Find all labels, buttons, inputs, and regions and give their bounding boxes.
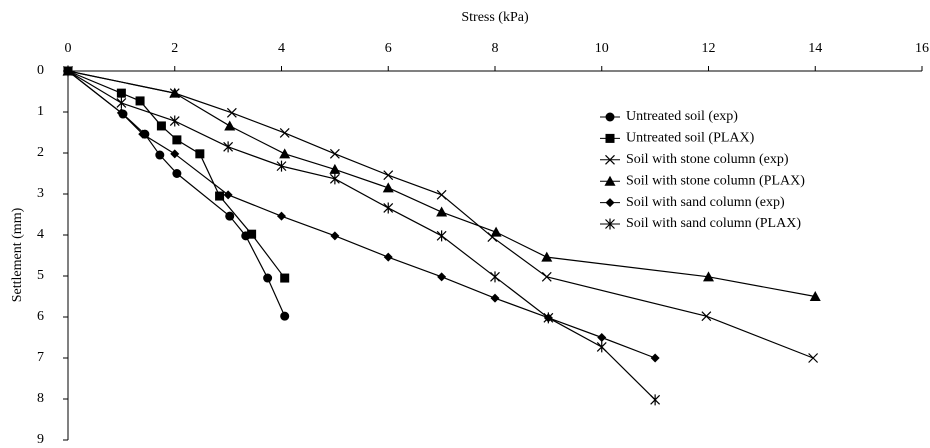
legend-label: Soil with sand column (exp): [626, 195, 785, 210]
x-tick-label: 12: [702, 41, 716, 56]
x-tick-label: 0: [65, 41, 72, 56]
x-tick-label: 4: [278, 41, 285, 56]
marker: [597, 333, 607, 342]
marker: [116, 88, 126, 98]
marker: [195, 149, 205, 159]
marker: [329, 163, 341, 174]
y-tick-label: 0: [37, 63, 44, 78]
marker: [169, 115, 180, 127]
series-line: [67, 70, 286, 317]
marker: [436, 206, 448, 217]
marker: [329, 148, 340, 159]
x-tick-label: 16: [915, 41, 929, 56]
y-tick-label: 6: [37, 309, 44, 324]
marker: [436, 189, 447, 200]
marker: [650, 394, 661, 406]
marker: [383, 202, 394, 214]
y-tick-label: 5: [37, 268, 44, 283]
marker: [116, 108, 126, 118]
marker: [170, 149, 180, 159]
marker: [169, 87, 181, 98]
marker: [156, 121, 166, 131]
x-tick-label: 14: [808, 41, 822, 56]
y-tick-label: 1: [37, 104, 44, 119]
marker: [650, 353, 660, 363]
marker: [605, 198, 615, 208]
marker: [436, 230, 447, 242]
marker: [138, 129, 148, 139]
marker: [437, 272, 447, 282]
legend-label: Untreated soil (PLAX): [626, 131, 755, 146]
marker: [215, 191, 225, 201]
marker: [223, 141, 234, 153]
marker: [226, 107, 237, 118]
marker: [279, 127, 290, 138]
x-tick-label: 6: [385, 41, 392, 56]
marker: [383, 170, 394, 181]
marker: [809, 291, 821, 301]
x-tick-label: 8: [492, 41, 499, 56]
marker: [541, 271, 552, 282]
marker: [382, 182, 394, 193]
marker: [224, 120, 236, 131]
x-tick-label: 2: [171, 41, 178, 56]
legend-label: Soil with sand column (PLAX): [626, 216, 801, 231]
marker: [280, 273, 290, 283]
marker: [605, 218, 615, 230]
marker: [225, 211, 235, 221]
x-axis-label: Stress (kPa): [461, 10, 529, 25]
marker: [808, 353, 819, 363]
marker: [329, 173, 340, 185]
x-tick-label: 10: [595, 41, 609, 56]
y-tick-label: 9: [37, 432, 44, 447]
y-tick-label: 2: [37, 145, 44, 160]
marker: [605, 154, 615, 165]
y-tick-label: 3: [37, 186, 44, 201]
marker: [605, 112, 615, 122]
marker: [604, 175, 616, 186]
y-tick-label: 4: [37, 227, 44, 242]
marker: [490, 293, 500, 303]
legend-label: Untreated soil (exp): [626, 109, 738, 124]
marker: [277, 211, 286, 221]
marker: [276, 160, 287, 172]
y-tick-label: 7: [37, 350, 44, 365]
series-line: [67, 70, 656, 359]
marker: [490, 226, 502, 237]
marker: [263, 273, 273, 283]
marker: [330, 231, 340, 241]
marker: [605, 133, 615, 143]
marker: [247, 229, 257, 239]
marker: [155, 150, 165, 160]
marker: [383, 252, 393, 262]
marker: [135, 96, 145, 106]
marker: [279, 148, 291, 159]
marker: [596, 341, 607, 353]
marker: [703, 271, 714, 282]
y-axis-label: Settlement (mm): [10, 207, 25, 302]
legend: Untreated soil (exp) Untreated soil (PLAX…: [600, 109, 805, 231]
marker: [541, 251, 553, 262]
legend-label: Soil with stone column (exp): [626, 152, 789, 167]
marker: [701, 311, 712, 322]
marker: [63, 65, 73, 77]
marker: [223, 190, 233, 200]
marker: [543, 312, 554, 324]
marker: [280, 311, 290, 321]
marker: [490, 271, 500, 283]
marker: [172, 169, 182, 178]
marker: [116, 97, 127, 109]
marker: [172, 135, 182, 145]
legend-label: Soil with stone column (PLAX): [626, 173, 805, 188]
y-tick-label: 8: [37, 391, 44, 406]
series-line: [67, 70, 656, 401]
